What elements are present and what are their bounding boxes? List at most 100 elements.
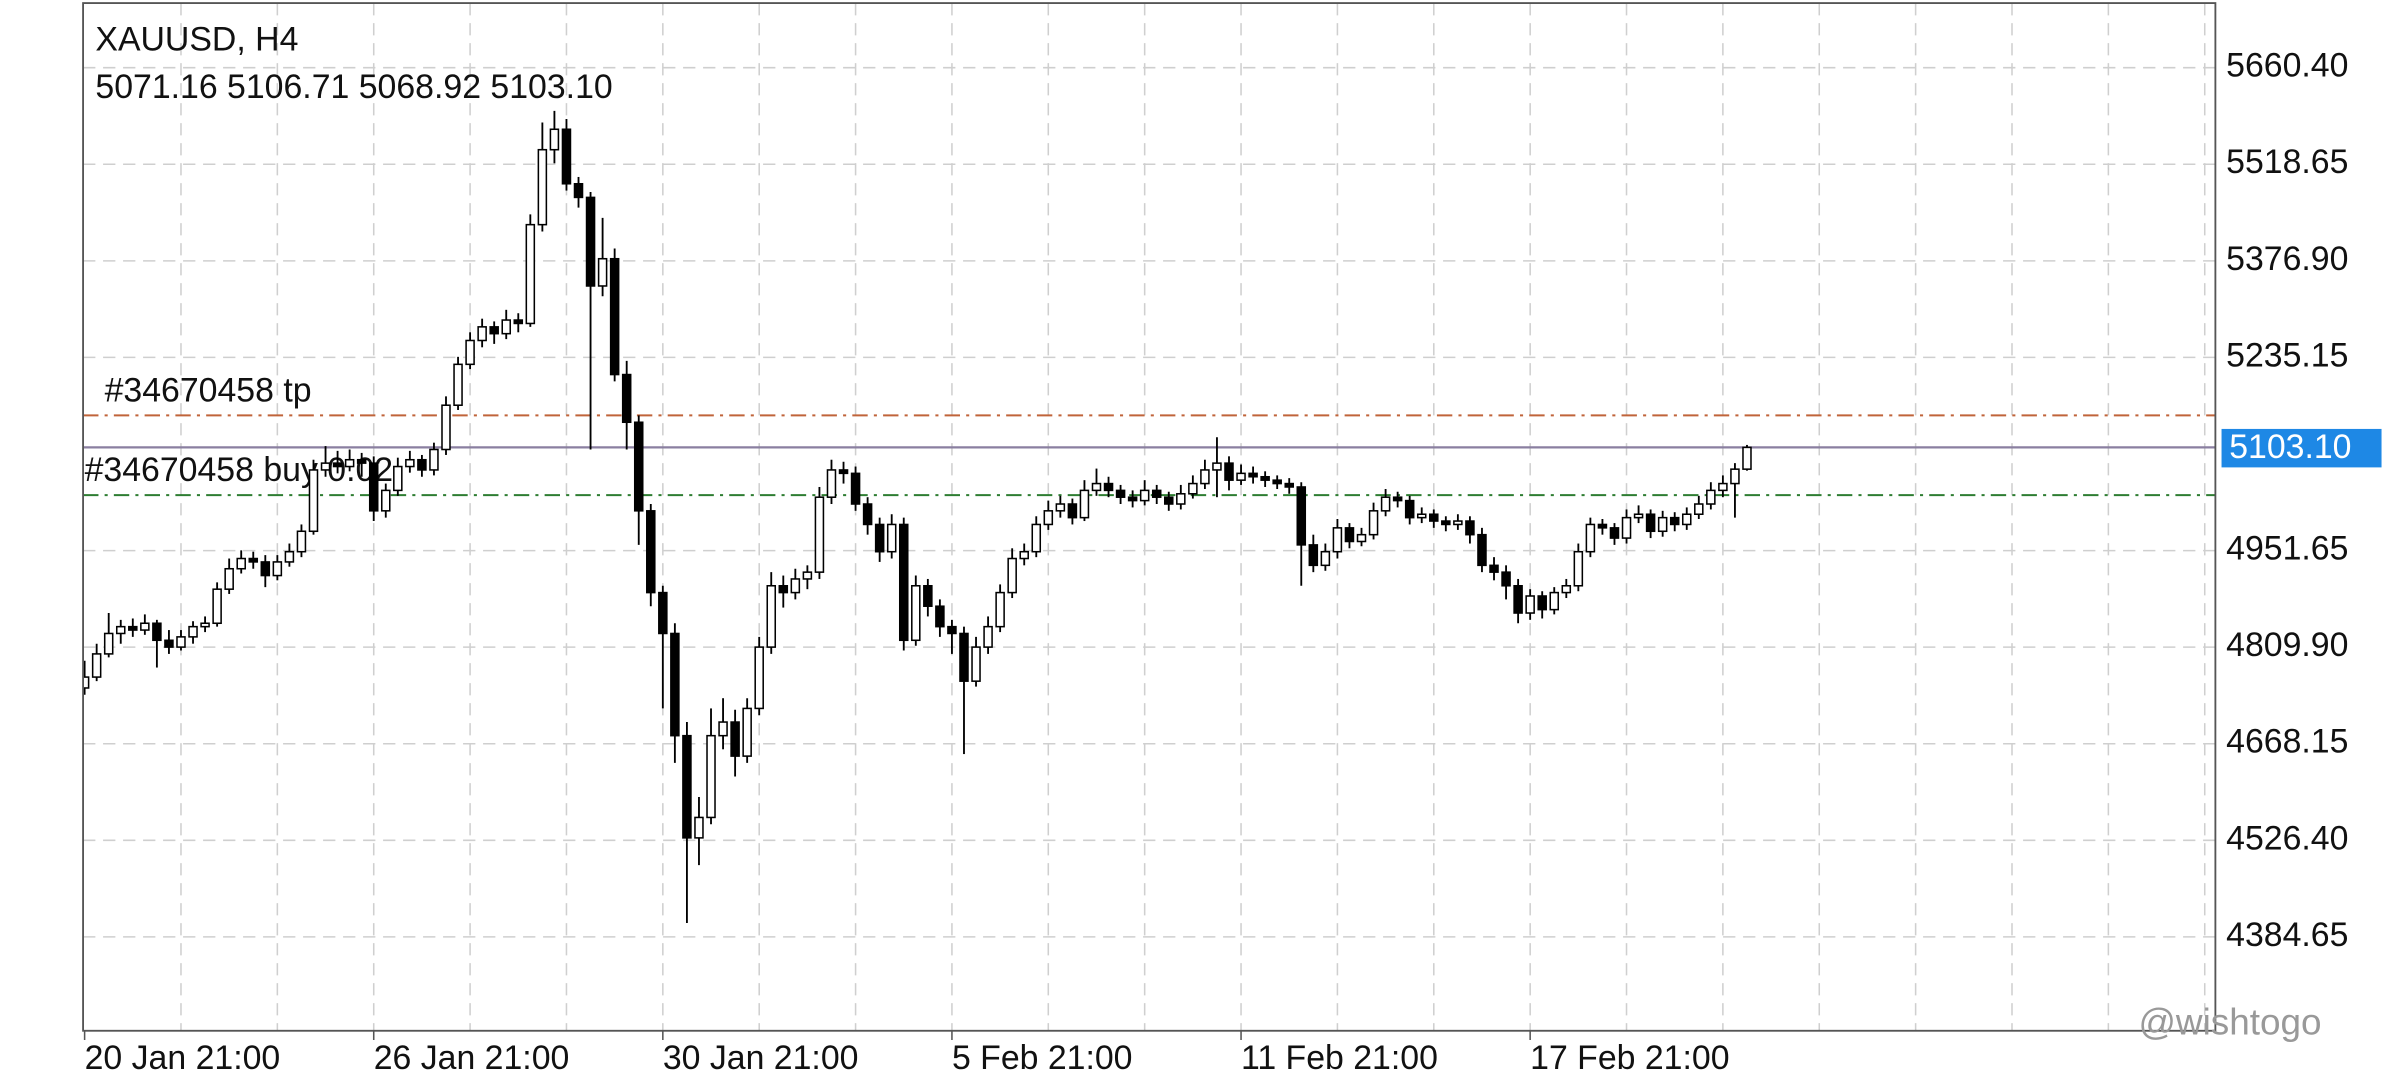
candle-body	[1127, 496, 1138, 502]
candles	[83, 110, 1752, 924]
candle-body	[898, 523, 909, 642]
order-level-label: #34670458 buy 0.02	[85, 451, 394, 489]
candle-body	[405, 458, 415, 468]
candle-body	[1465, 520, 1475, 536]
candle-body	[1368, 510, 1379, 536]
candle-body	[200, 622, 210, 628]
candle-body	[1296, 486, 1307, 546]
candle-body	[682, 734, 692, 839]
candle-body	[1356, 533, 1367, 543]
candle-body	[621, 373, 632, 424]
x-tick-label: 17 Feb 21:00	[1530, 1039, 1729, 1077]
candle-body	[465, 339, 475, 366]
candle-body	[983, 625, 993, 648]
y-tick-label: 4384.65	[2226, 916, 2348, 954]
candle-body	[646, 510, 656, 594]
candle-body	[1284, 482, 1295, 488]
candle-body	[886, 523, 897, 553]
candle-body	[585, 196, 596, 287]
candle-body	[453, 363, 463, 406]
grid	[83, 3, 2216, 1031]
candle-body	[561, 128, 572, 185]
candle-body	[778, 585, 789, 594]
axes: 5660.40 5518.65 5376.90 5235.15 4951.65 4809.…	[83, 47, 2382, 1077]
candle-body	[1597, 523, 1608, 529]
x-tick-label: 11 Feb 21:00	[1241, 1039, 1438, 1077]
candle-body	[224, 567, 234, 590]
y-tick-label: 5660.40	[2226, 47, 2348, 85]
candle-body	[236, 557, 246, 570]
candle-body	[826, 469, 837, 498]
last-price-label: 5103.10	[2229, 428, 2351, 466]
candle-body	[115, 625, 126, 635]
candle-body	[1429, 513, 1439, 522]
candle-body	[344, 458, 355, 468]
levels: #34670458 tp #34670458 buy 0.02	[83, 371, 2216, 497]
x-tick-label: 20 Jan 21:00	[85, 1039, 281, 1077]
candle-body	[176, 636, 186, 648]
candle-body	[1176, 493, 1186, 505]
candle-body	[212, 588, 222, 625]
candle-body	[935, 605, 945, 628]
candle-body	[393, 465, 403, 492]
candle-body	[1320, 550, 1331, 567]
candle-body	[1573, 550, 1584, 587]
candle-body	[1694, 503, 1704, 516]
candle-body	[1115, 489, 1126, 498]
candle-body	[1007, 557, 1017, 594]
candle-body	[83, 676, 90, 689]
candle-body	[1067, 503, 1078, 519]
plot-frame	[82, 2, 2217, 1032]
candle-body	[1344, 527, 1355, 543]
candle-body	[814, 496, 825, 573]
candle-body	[525, 223, 536, 325]
candle-body	[1621, 516, 1632, 539]
candle-body	[633, 421, 644, 512]
y-tick-label: 5376.90	[2226, 240, 2348, 278]
candle-body	[140, 622, 150, 631]
candle-body	[1609, 527, 1620, 539]
candle-body	[573, 183, 584, 199]
candle-body	[790, 578, 801, 594]
candle-body	[308, 469, 319, 533]
candle-body	[1163, 496, 1174, 505]
candle-body	[1416, 513, 1427, 519]
candle-body	[1525, 595, 1535, 614]
candle-body	[1055, 503, 1066, 512]
candle-body	[320, 462, 331, 471]
candle-body	[1031, 523, 1042, 553]
last-price-tag	[2221, 428, 2382, 468]
candle-body	[248, 557, 259, 563]
candle-body	[1392, 496, 1403, 502]
candle-body	[1742, 446, 1752, 470]
candle-body	[742, 707, 752, 757]
candle-body	[1404, 499, 1415, 519]
candle-body	[1151, 489, 1162, 498]
candle-body	[971, 646, 981, 682]
candle-body	[260, 561, 271, 577]
x-tick-label: 26 Jan 21:00	[374, 1039, 570, 1077]
candle-body	[718, 721, 728, 737]
candle-body	[429, 448, 439, 471]
candle-body	[609, 257, 620, 376]
candle-body	[1441, 520, 1451, 526]
candle-body	[1657, 516, 1668, 533]
candle-body	[1718, 482, 1728, 492]
candle-body	[128, 625, 138, 631]
candle-body	[838, 469, 849, 475]
candle-body	[152, 622, 162, 642]
candle-body	[513, 319, 524, 325]
candle-body	[1633, 513, 1644, 519]
candle-body	[1549, 591, 1560, 611]
order-level-label: #34670458 tp	[105, 371, 312, 409]
candle-body	[1139, 489, 1150, 502]
candle-body	[959, 632, 969, 682]
candle-body	[537, 148, 548, 226]
candle-body	[1103, 482, 1114, 492]
candle-body	[1091, 482, 1102, 492]
y-tick-label: 4809.90	[2226, 626, 2348, 664]
candle-body	[103, 632, 114, 655]
candle-body	[91, 653, 102, 678]
candle-body	[1079, 489, 1090, 519]
